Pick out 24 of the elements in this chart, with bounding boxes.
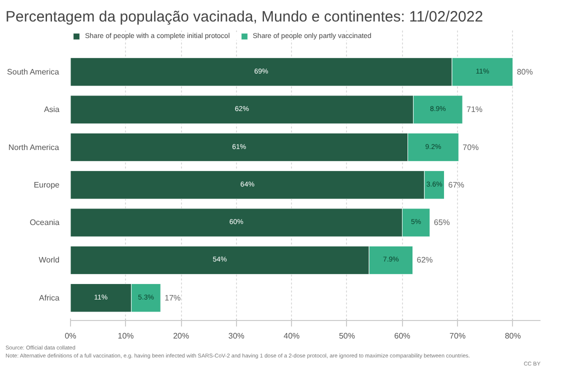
x-tick-label: 20% [173, 332, 190, 340]
y-tick-label: Asia [44, 105, 60, 114]
y-tick-label: North America [8, 142, 60, 152]
total-label: 62% [416, 256, 433, 265]
x-tick-label: 60% [394, 332, 410, 340]
total-label: 65% [434, 218, 450, 228]
total-label: 71% [466, 105, 483, 114]
total-label: 80% [516, 67, 533, 76]
x-tick-label: 80% [504, 332, 521, 340]
y-tick-label: World [38, 256, 60, 265]
x-tick-label: 70% [450, 332, 466, 340]
y-tick-label: Oceania [30, 218, 60, 228]
x-tick-label: 10% [118, 332, 134, 340]
chart-title: Percentagem da população vacinada, Mundo e continentes: 11/02/2022 [6, 8, 484, 26]
y-tick-label: Africa [39, 293, 60, 302]
x-tick-label: 30% [228, 332, 244, 340]
total-label: 67% [448, 180, 464, 190]
y-tick-label: Europe [34, 180, 60, 190]
y-tick-label: South America [7, 67, 60, 76]
x-tick-label: 50% [338, 332, 355, 340]
x-tick-label: 0% [64, 332, 76, 340]
total-label: 70% [462, 142, 479, 152]
total-label: 17% [164, 293, 181, 302]
x-tick-label: 40% [284, 332, 300, 340]
